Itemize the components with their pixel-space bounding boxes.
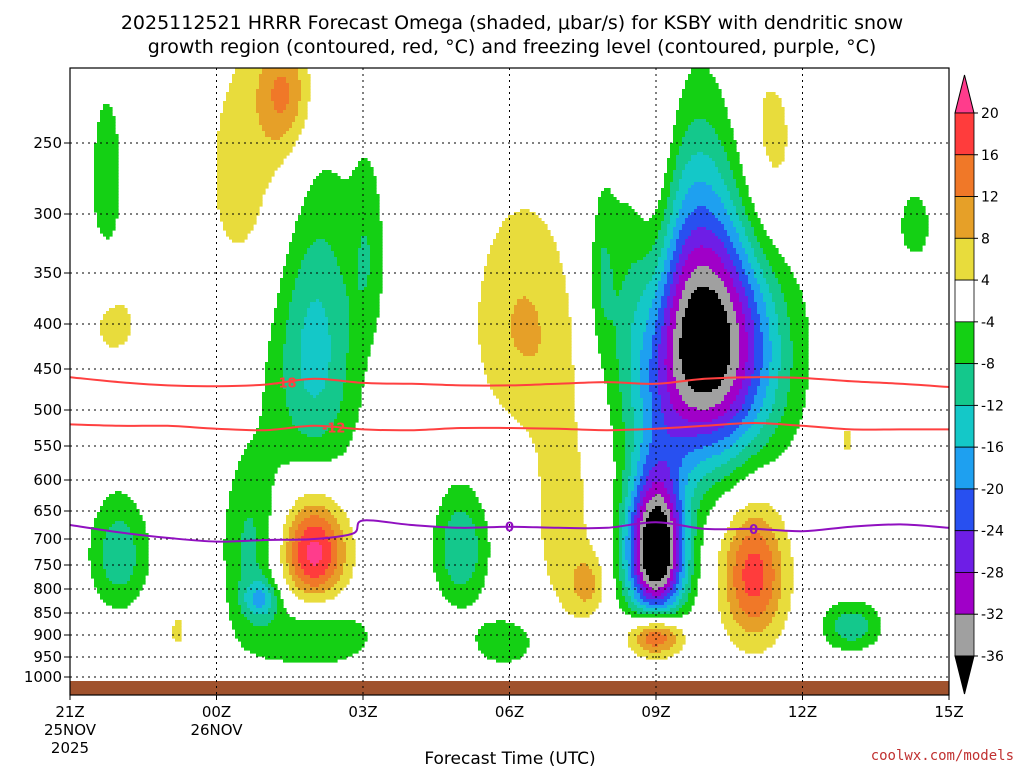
omega-cell (457, 605, 467, 609)
colorbar-label: 4 (981, 273, 990, 289)
y-tick-label: 850 (33, 604, 62, 622)
contour-label-dgz-minus12: -12 (322, 421, 346, 436)
x-tick-label: 00Z (202, 703, 231, 721)
colorbar-band (955, 531, 974, 573)
x-tick-label: 09Z (641, 703, 670, 721)
x-axis: 21Z25NOV2025 00Z26NOV 03Z 06Z 09Z 12Z 15Z (44, 695, 964, 757)
y-tick-label: 700 (33, 530, 62, 548)
y-tick-label: 500 (33, 401, 62, 419)
colorbar-band (955, 238, 974, 280)
colorbar-label: -16 (981, 440, 1004, 456)
y-tick-label: 650 (33, 502, 62, 520)
omega-cell (574, 614, 590, 618)
x-tick-label: 12Z (788, 703, 817, 721)
contour-label-freezing-level: 0 (505, 521, 514, 536)
colorbar-bottom-arrow (955, 656, 974, 694)
colorbar-band (955, 447, 974, 489)
colorbar-label: -32 (981, 607, 1004, 623)
omega-time-height-chart: 2025112521 HRRR Forecast Omega (shaded, … (0, 0, 1024, 768)
colorbar-band (955, 364, 974, 406)
colorbar-band (955, 405, 974, 447)
omega-cell (631, 614, 683, 618)
omega-cell (109, 344, 119, 348)
colorbar-band (955, 197, 974, 239)
x-tick-date: 26NOV (190, 721, 243, 739)
y-tick-label: 350 (33, 264, 62, 282)
x-tick-label: 06Z (495, 703, 524, 721)
credit-text: coolwx.com/models (871, 748, 1014, 764)
colorbar-label: 16 (981, 148, 999, 164)
omega-cell (844, 446, 851, 450)
colorbar-label: -4 (981, 315, 995, 331)
omega-cell (232, 239, 245, 243)
y-tick-label: 1000 (24, 668, 62, 686)
omega-cell (112, 605, 128, 609)
chart-title-line1: 2025112521 HRRR Forecast Omega (shaded, … (121, 12, 903, 34)
omega-cell (910, 248, 923, 252)
omega-cell (841, 647, 863, 651)
colorbar-band (955, 572, 974, 614)
y-tick-label: 900 (33, 626, 62, 644)
x-tick-label: 03Z (348, 703, 377, 721)
colorbar-label: 20 (981, 106, 999, 122)
y-tick-label: 550 (33, 437, 62, 455)
colorbar-band (955, 322, 974, 364)
colorbar-band (955, 155, 974, 197)
y-tick-label: 950 (33, 648, 62, 666)
y-tick-label: 450 (33, 360, 62, 378)
contour-label-dgz-minus18: -18 (273, 376, 297, 391)
colorbar-label: -20 (981, 482, 1004, 498)
colorbar-label: 8 (981, 231, 990, 247)
colorbar-band (955, 280, 974, 322)
y-tick-label: 250 (33, 134, 62, 152)
colorbar-label: -12 (981, 398, 1004, 414)
colorbar-label: -24 (981, 524, 1004, 540)
y-tick-label: 400 (33, 315, 62, 333)
contour-label-freezing-level-b: 0 (749, 523, 758, 538)
x-tick-label: 21Z (55, 703, 84, 721)
chart-title-line2: growth region (contoured, red, °C) and f… (148, 36, 877, 58)
colorbar-label: -36 (981, 649, 1004, 665)
y-tick-label: 600 (33, 471, 62, 489)
omega-cell (283, 659, 338, 663)
x-tick-year: 2025 (51, 739, 89, 757)
y-axis: 250 300 350 400 450 500 550 600 650 700 750 800 850 9… (24, 134, 70, 686)
colorbar-band (955, 614, 974, 656)
colorbar-top-arrow (955, 75, 974, 113)
colorbar-band (955, 489, 974, 531)
colorbar-label: 12 (981, 190, 999, 206)
x-tick-date: 25NOV (44, 721, 97, 739)
x-tick-label: 15Z (934, 703, 963, 721)
colorbar-band (955, 113, 974, 155)
colorbar: 20 16 12 8 4 -4 -8 -12 -16 -20 -24 -28 -32 -36 (955, 75, 1004, 694)
colorbar-label: -8 (981, 357, 995, 373)
omega-cell (304, 599, 326, 603)
y-tick-label: 800 (33, 580, 62, 598)
omega-cell (106, 236, 110, 240)
x-axis-label: Forecast Time (UTC) (424, 749, 595, 768)
y-tick-label: 300 (33, 205, 62, 223)
colorbar-label: -28 (981, 565, 1004, 581)
omega-cell (745, 650, 764, 654)
omega-cell (175, 638, 182, 642)
y-tick-label: 750 (33, 556, 62, 574)
omega-cell (772, 164, 779, 168)
